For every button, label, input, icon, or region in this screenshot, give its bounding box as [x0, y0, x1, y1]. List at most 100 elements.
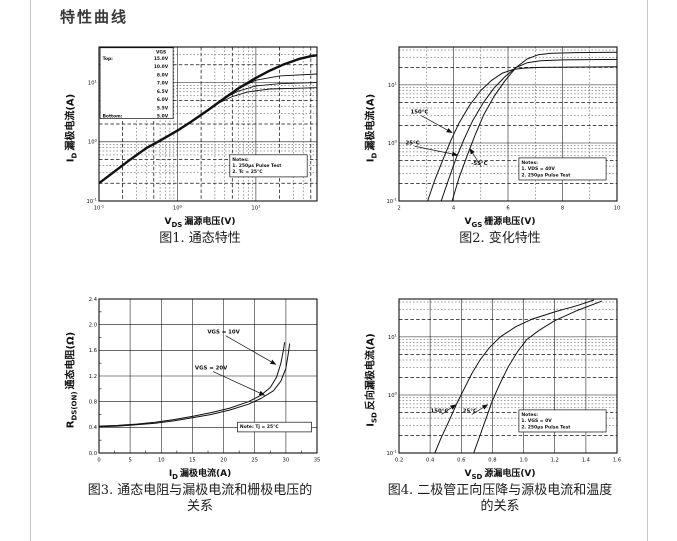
fig2-caption: 图2. 变化特性: [459, 230, 541, 246]
axis-symbol: I: [365, 158, 376, 163]
svg-text:1.6: 1.6: [89, 348, 97, 354]
svg-text:10-1: 10-1: [387, 449, 398, 457]
svg-text:0.4: 0.4: [89, 425, 98, 431]
svg-text:0.2: 0.2: [395, 458, 403, 464]
svg-text:VGS: VGS: [156, 49, 166, 55]
axis-subscript: D: [172, 472, 178, 481]
svg-text:100: 100: [88, 138, 98, 146]
svg-text:1.2: 1.2: [551, 458, 559, 464]
page-right-border: [647, 0, 648, 541]
svg-text:25°C: 25°C: [463, 408, 477, 414]
svg-text:100: 100: [388, 391, 398, 399]
figures-grid: ID漏极电流(A) 10-1 100 101 10-1 100 101 VGS Top: 15.…: [48, 42, 648, 515]
svg-text:10-1: 10-1: [87, 197, 98, 205]
figure-2: ID漏极电流(A) 2 4 6 8 10 10-1 100 101 Notes: 1. VDS =…: [348, 42, 648, 294]
svg-text:0.4: 0.4: [426, 458, 435, 464]
svg-text:Top:: Top:: [103, 56, 114, 62]
svg-text:6.0V: 6.0V: [157, 97, 169, 103]
svg-text:101: 101: [388, 333, 398, 341]
svg-text:1.2: 1.2: [89, 374, 97, 380]
axis-symbol: V: [464, 469, 472, 479]
axis-symbol: I: [365, 423, 376, 427]
svg-text:1. VGS = 0V: 1. VGS = 0V: [521, 418, 552, 424]
figure-3: RDS(ON)通态电阻(Ω) 0 5 10 15 20 25 30 35 0.0 0.4 0.8 1.…: [48, 294, 348, 515]
svg-text:2. 250μs Pulse Test: 2. 250μs Pulse Test: [521, 172, 571, 178]
axis-text: 漏极电流(A): [365, 93, 376, 151]
axis-subscript: D: [70, 152, 78, 159]
svg-text:0: 0: [97, 458, 100, 464]
axis-subscript: SD: [370, 412, 378, 424]
svg-text:1.4: 1.4: [582, 458, 591, 464]
svg-text:VGS = 10V: VGS = 10V: [207, 330, 240, 336]
svg-text:Notes:: Notes:: [232, 157, 249, 163]
axis-text: 源漏电压(V): [484, 469, 536, 479]
svg-text:101: 101: [251, 203, 261, 211]
axis-text: 漏极电流(A): [65, 93, 76, 151]
svg-text:VGS = 20V: VGS = 20V: [195, 366, 228, 372]
svg-text:1. VDS = 40V: 1. VDS = 40V: [521, 166, 555, 172]
svg-text:101: 101: [88, 78, 98, 86]
axis-text: 反向漏极电流(A): [365, 333, 376, 411]
axis-subscript: DS(ON): [70, 391, 78, 421]
svg-text:6.5V: 6.5V: [157, 89, 169, 95]
axis-symbol: V: [164, 217, 172, 227]
fig1-x-axis-label: VDS 漏源电压(V): [164, 214, 235, 229]
axis-text: 漏极电流(A): [179, 469, 232, 479]
svg-text:6: 6: [506, 206, 509, 212]
axis-subscript: D: [370, 152, 378, 159]
figure-4: ISD反向漏极电流(A) 0.2 0.4 0.6 0.8 1.0 1.2 1.4 1.6 10-…: [348, 294, 648, 515]
svg-text:0.8: 0.8: [89, 400, 97, 406]
page-title: 特性曲线: [60, 8, 129, 26]
svg-text:Note: Tj = 25°C: Note: Tj = 25°C: [240, 424, 279, 430]
fig2-x-axis-label: VGS 栅源电压(V): [465, 214, 536, 229]
svg-text:8: 8: [561, 206, 564, 212]
axis-subscript: SD: [471, 472, 483, 481]
axis-subscript: DS: [171, 220, 183, 229]
svg-text:2. 250μs Pulse Test: 2. 250μs Pulse Test: [521, 424, 571, 430]
svg-text:35: 35: [314, 458, 321, 464]
axis-text: 漏源电压(V): [184, 217, 236, 227]
figure-1: ID漏极电流(A) 10-1 100 101 10-1 100 101 VGS Top: 15.…: [48, 42, 348, 294]
svg-text:100: 100: [173, 203, 183, 211]
svg-text:10: 10: [614, 206, 621, 212]
svg-text:Notes:: Notes:: [521, 412, 538, 418]
svg-text:Bottom:: Bottom:: [103, 114, 123, 120]
axis-symbol: V: [464, 217, 472, 227]
axis-symbol: I: [65, 158, 76, 163]
svg-text:2.4: 2.4: [89, 297, 98, 303]
svg-text:100: 100: [388, 139, 398, 147]
svg-text:20: 20: [220, 458, 227, 464]
svg-text:30: 30: [283, 458, 290, 464]
fig2-y-axis-label: ID漏极电流(A): [361, 94, 378, 162]
svg-text:1. 250μs Pulse Test: 1. 250μs Pulse Test: [232, 163, 282, 169]
svg-text:2.0: 2.0: [89, 323, 97, 329]
svg-text:0.6: 0.6: [457, 458, 465, 464]
svg-text:4: 4: [452, 206, 456, 212]
svg-text:1.6: 1.6: [613, 458, 621, 464]
fig3-caption: 图3. 通态电阻与漏极电流和栅极电压的关系: [87, 482, 313, 515]
svg-text:8.0V: 8.0V: [157, 72, 169, 78]
svg-text:10-1: 10-1: [387, 197, 398, 205]
page-left-border: [30, 0, 31, 541]
svg-text:15.0V: 15.0V: [154, 56, 169, 62]
axis-subscript: GS: [471, 220, 483, 229]
axis-text: 通态电阻(Ω): [65, 331, 76, 390]
fig4-caption: 图4. 二极管正向压降与源极电流和温度的关系: [387, 482, 613, 515]
fig4-plot: 0.2 0.4 0.6 0.8 1.0 1.2 1.4 1.6 10-1 100 101 Notes:…: [387, 298, 621, 464]
fig1-caption: 图1. 通态特性: [159, 230, 241, 246]
svg-text:2. Tc = 25°C: 2. Tc = 25°C: [232, 169, 263, 175]
fig4-x-axis-label: VSD 源漏电压(V): [464, 466, 535, 481]
fig3-plot: 0 5 10 15 20 25 30 35 0.0 0.4 0.8 1.2 1.6 2.0 2.4 Note:…: [89, 297, 321, 464]
fig3-x-axis-label: ID 漏极电流(A): [169, 466, 231, 481]
svg-text:25: 25: [251, 458, 258, 464]
svg-text:Notes:: Notes:: [521, 160, 538, 166]
axis-symbol: R: [65, 420, 76, 429]
svg-text:15: 15: [189, 458, 196, 464]
fig1-y-axis-label: ID漏极电流(A): [61, 94, 78, 162]
fig3-y-axis-label: RDS(ON)通态电阻(Ω): [61, 332, 78, 428]
svg-text:10-1: 10-1: [94, 203, 105, 211]
axis-symbol: I: [168, 469, 173, 479]
svg-text:150°C: 150°C: [410, 110, 428, 116]
